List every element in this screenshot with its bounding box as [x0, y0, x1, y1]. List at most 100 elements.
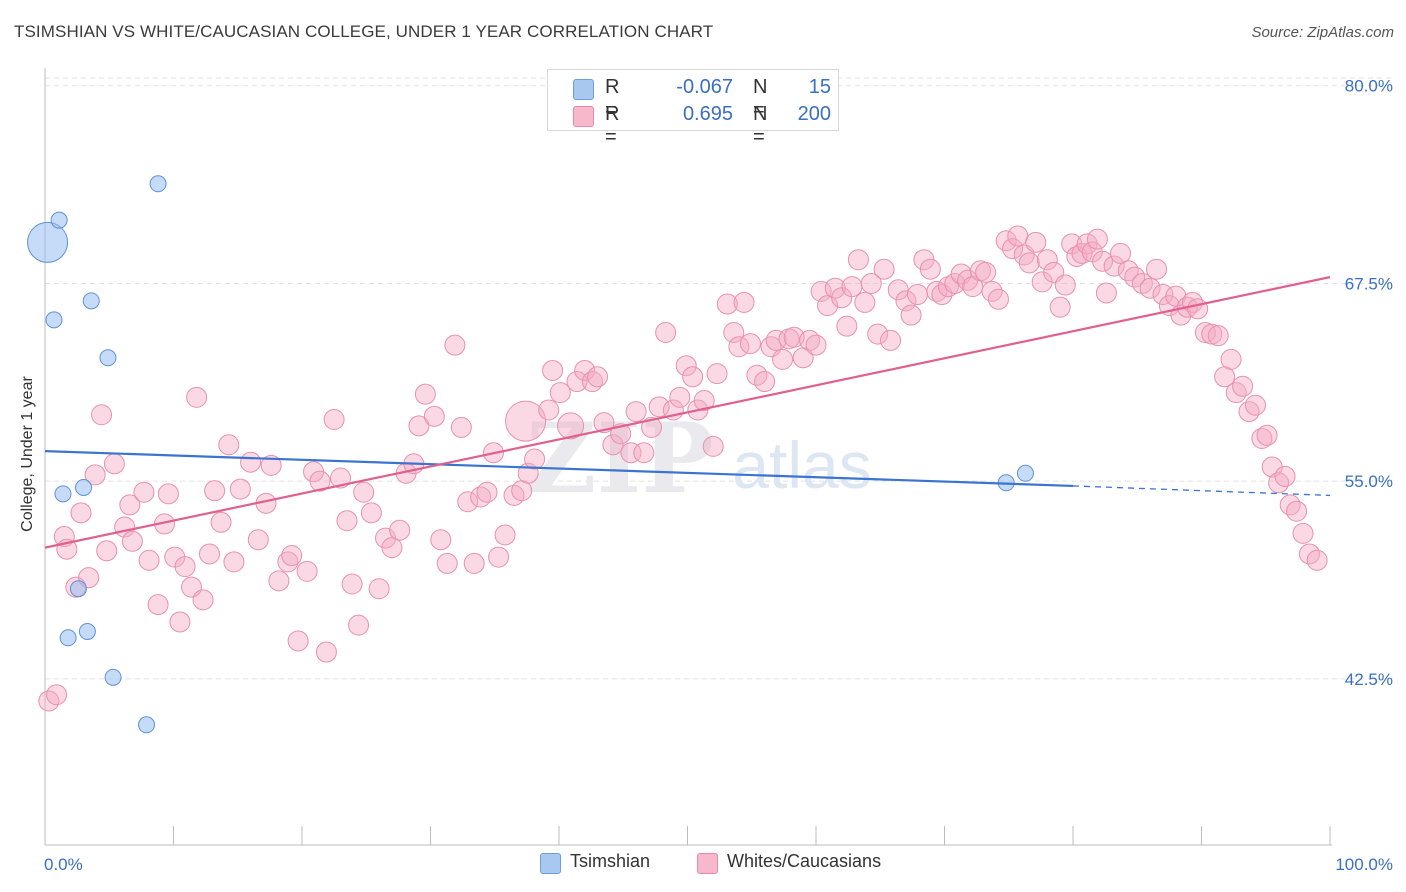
n-value: 15 — [808, 76, 831, 98]
point-whites — [494, 524, 516, 546]
point-whites — [723, 321, 745, 343]
series-whites-caucasians — [38, 225, 1328, 712]
point-whites — [436, 552, 458, 574]
point-whites — [716, 293, 738, 315]
x-tick-label: 100.0% — [1335, 855, 1393, 874]
point-whites — [867, 323, 889, 345]
point-whites — [138, 549, 160, 571]
n-value: 200 — [797, 103, 831, 125]
trend-whites — [44, 276, 1331, 549]
point-whites — [987, 288, 1009, 310]
point-whites — [675, 355, 697, 377]
point-whites — [1286, 500, 1308, 522]
point-whites — [323, 408, 345, 430]
point-tsimshian — [99, 349, 117, 367]
point-whites — [625, 401, 647, 423]
point-whites — [1018, 252, 1040, 274]
point-tsimshian — [82, 292, 100, 310]
point-whites — [1054, 274, 1076, 296]
point-whites — [669, 386, 691, 408]
point-whites — [488, 546, 510, 568]
point-whites — [706, 363, 728, 385]
series-tsimshian — [27, 175, 1034, 734]
point-whites — [368, 578, 390, 600]
point-whites — [1025, 231, 1047, 253]
point-whites — [240, 451, 262, 473]
point-whites — [1207, 325, 1229, 347]
point-whites — [574, 359, 596, 381]
point-whites — [133, 481, 155, 503]
point-whites — [1002, 238, 1024, 260]
trend-tsimshian-extension — [1072, 485, 1331, 497]
point-tsimshian — [59, 629, 77, 647]
point-tsimshian — [27, 221, 69, 263]
point-whites — [1238, 401, 1260, 423]
point-whites — [119, 494, 141, 516]
legend-swatch-whites — [573, 106, 594, 127]
point-whites — [1274, 465, 1296, 487]
point-whites — [538, 399, 560, 421]
point-tsimshian — [50, 211, 68, 229]
y-tick-label: 67.5% — [1345, 274, 1393, 293]
y-tick-label: 55.0% — [1345, 472, 1393, 491]
point-whites — [476, 481, 498, 503]
point-tsimshian — [1016, 464, 1034, 482]
point-whites — [1110, 242, 1132, 264]
trend-lines — [44, 276, 1331, 549]
point-whites — [754, 371, 776, 393]
point-whites — [1292, 522, 1314, 544]
n-label: N = — [753, 76, 768, 121]
point-whites — [348, 614, 370, 636]
point-whites — [682, 366, 704, 388]
point-whites — [430, 529, 452, 551]
point-whites — [566, 371, 588, 393]
point-whites — [1232, 375, 1254, 397]
point-whites — [975, 261, 997, 283]
point-whites — [641, 416, 663, 438]
point-whites — [1076, 233, 1098, 255]
point-whites — [192, 589, 214, 611]
point-whites — [873, 258, 895, 280]
watermark-atlas: atlas — [732, 428, 871, 502]
point-whites — [210, 511, 232, 533]
point-whites — [847, 249, 869, 271]
point-whites — [103, 453, 125, 475]
point-whites — [1095, 282, 1117, 304]
point-whites — [907, 284, 929, 306]
point-whites — [423, 405, 445, 427]
point-whites — [655, 321, 677, 343]
point-whites — [309, 470, 331, 492]
point-whites — [733, 291, 755, 313]
point-whites — [296, 560, 318, 582]
point-whites — [1049, 296, 1071, 318]
point-whites — [557, 412, 585, 440]
point-whites — [1086, 228, 1108, 250]
point-whites — [602, 434, 624, 456]
point-whites — [1103, 255, 1125, 277]
point-whites — [1036, 249, 1058, 271]
point-tsimshian — [75, 479, 93, 497]
point-tsimshian — [149, 175, 167, 193]
point-whites — [96, 540, 118, 562]
point-whites — [147, 594, 169, 616]
legend-label-whites: Whites/Caucasians — [727, 851, 882, 871]
point-whites — [360, 502, 382, 524]
tick-labels: 80.0% 67.5% 55.0% 42.5% 0.0% 100.0% — [44, 77, 1393, 874]
point-whites — [169, 611, 191, 633]
point-whites — [414, 383, 436, 405]
point-whites — [84, 464, 106, 486]
point-whites — [198, 543, 220, 565]
point-whites — [1092, 250, 1114, 272]
correlation-legend: R = -0.067 N = 15 R = 0.695 N = 200 — [547, 69, 839, 148]
point-whites — [1187, 298, 1209, 320]
point-whites — [836, 315, 858, 337]
point-whites — [277, 551, 299, 573]
point-whites — [1244, 394, 1266, 416]
x-tick-label: 0.0% — [44, 855, 83, 874]
point-whites — [542, 359, 564, 381]
point-whites — [381, 537, 403, 559]
legend-swatch-tsimshian — [540, 853, 561, 874]
point-whites — [1139, 277, 1161, 299]
point-whites — [330, 467, 352, 489]
point-whites — [648, 396, 670, 418]
